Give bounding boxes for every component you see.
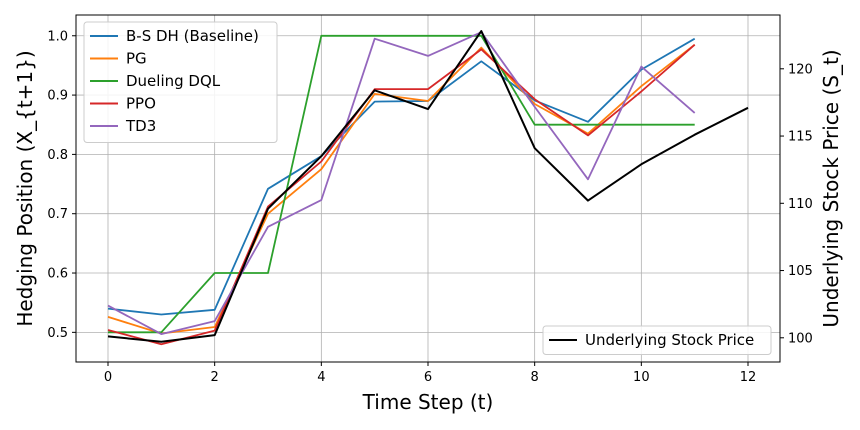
series-line-pg xyxy=(107,43,696,335)
x-tick-label: 4 xyxy=(317,370,325,385)
y-left-tick-label: 1.0 xyxy=(47,29,68,44)
y-right-tick-label: 110 xyxy=(788,197,813,212)
y-right-tick-label: 105 xyxy=(788,264,813,279)
plot-series xyxy=(107,30,749,346)
y-left-tick-label: 0.9 xyxy=(47,89,68,104)
series-line-td3 xyxy=(107,31,696,336)
legend-label: PG xyxy=(126,50,147,68)
y-right-tick-label: 120 xyxy=(788,62,813,77)
y-left-tick-label: 0.7 xyxy=(47,207,68,222)
y-right-tick-label: 100 xyxy=(788,331,813,346)
legend-label: PPO xyxy=(126,95,156,113)
y-axis-left-title: Hedging Position (X_{t+1}) xyxy=(13,50,37,326)
series-line-dueling-dql xyxy=(108,34,695,334)
y-left-tick-label: 0.5 xyxy=(47,326,68,341)
y-left-tick-label: 0.8 xyxy=(47,148,68,163)
y-left-tick-label: 0.6 xyxy=(47,267,68,282)
x-tick-label: 2 xyxy=(211,370,219,385)
legend-label: Dueling DQL xyxy=(126,72,221,90)
x-tick-label: 12 xyxy=(740,370,757,385)
y-axis-right-title: Underlying Stock Price (S_t) xyxy=(819,49,843,327)
legend-label: TD3 xyxy=(125,117,156,135)
x-axis-title: Time Step (t) xyxy=(362,390,494,414)
legend-label: B-S DH (Baseline) xyxy=(126,27,259,45)
x-axis-title-text: Time Step (t) xyxy=(362,390,494,414)
axis-ticks: 0 2 4 6 8 10 12 0.5 0.6 0.7 0.8 0.9 1.0 100 105 110 115 1… xyxy=(47,29,813,385)
legend-right: Underlying Stock Price xyxy=(542,325,772,355)
legend-right-box xyxy=(542,325,772,355)
y-axis-left-title-text: Hedging Position (X_{t+1}) xyxy=(13,50,37,326)
x-tick-label: 10 xyxy=(633,370,650,385)
x-tick-label: 8 xyxy=(531,370,539,385)
series-line-underlying-stock-price xyxy=(107,30,749,343)
y-right-tick-label: 115 xyxy=(788,130,813,145)
y-axis-right-title-text: Underlying Stock Price (S_t) xyxy=(819,49,843,327)
legend-left-box xyxy=(83,21,278,143)
x-tick-label: 6 xyxy=(424,370,432,385)
legend-left: B-S DH (Baseline) PG Dueling DQL PPO TD3 xyxy=(83,21,278,143)
x-tick-label: 0 xyxy=(104,370,112,385)
legend-label: Underlying Stock Price xyxy=(585,331,754,349)
series-line-ppo xyxy=(107,44,696,346)
series-line-b-s-dh-baseline xyxy=(107,37,696,316)
